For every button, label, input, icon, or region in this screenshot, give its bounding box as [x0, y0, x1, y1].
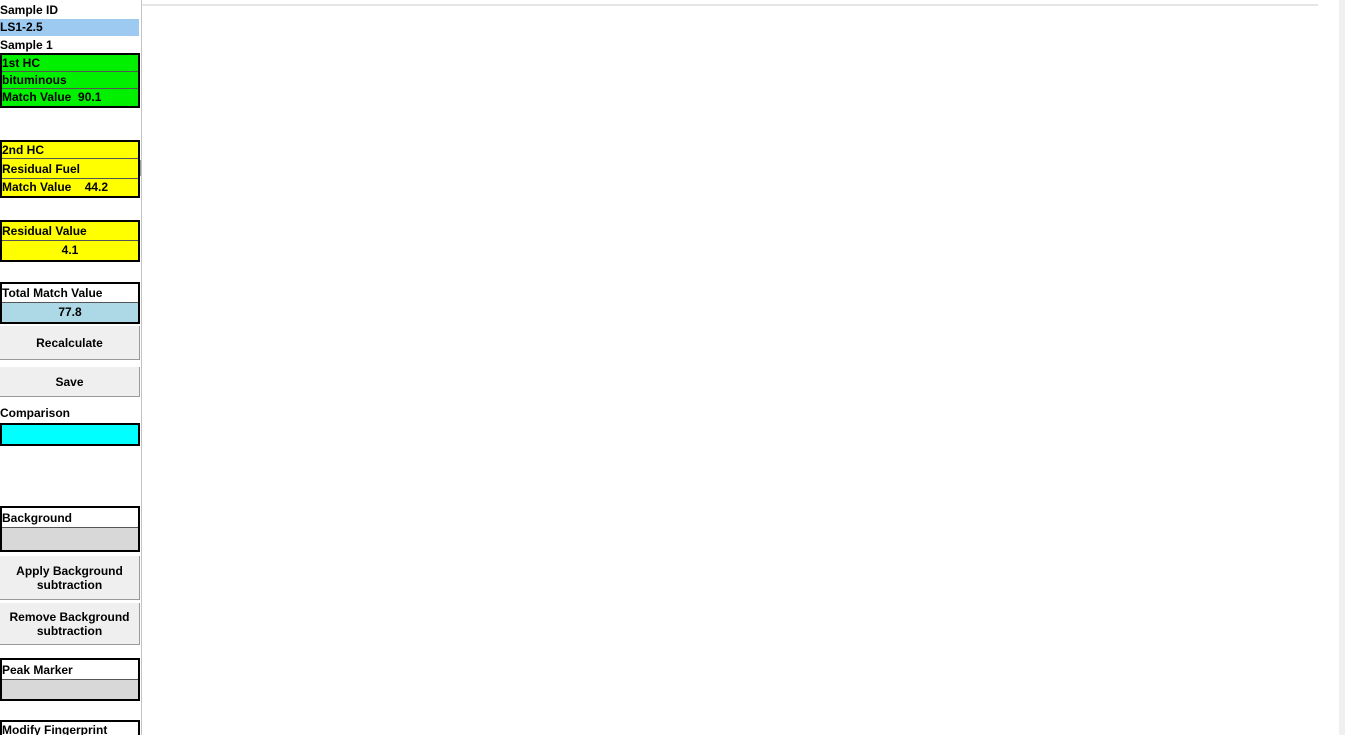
label: Sample 1 [0, 38, 53, 52]
label: Comparison [0, 406, 71, 420]
apply-background-button[interactable]: Apply Background subtraction [0, 556, 140, 600]
chart [141, 0, 1345, 735]
button-label: Recalculate [36, 335, 103, 350]
button-label: Modify Fingerprint [2, 723, 108, 735]
side-panel: Sample ID LS1-2.5 Sample 1 1st HC bitumi… [0, 0, 141, 735]
remove-background-button[interactable]: Remove Background subtraction [0, 603, 140, 645]
hc2-box: 2nd HC Residual Fuel Match Value 44.2 [0, 140, 140, 198]
hc1-box: 1st HC bituminous Match Value 90.1 [0, 53, 140, 108]
hc2-label: 2nd HC [2, 142, 138, 159]
hc2-fuel[interactable]: Residual Fuel [2, 159, 138, 179]
button-label: subtraction [36, 623, 103, 638]
comparison-input[interactable] [0, 423, 140, 446]
save-button[interactable]: Save [0, 367, 140, 397]
hc1-label: 1st HC [2, 55, 138, 72]
button-label: Apply Background [16, 563, 123, 578]
button-label: Remove Background [9, 609, 130, 624]
button-label: Save [55, 374, 84, 389]
residual-value: 4.1 [61, 243, 79, 257]
peak-marker-box: Peak Marker [0, 658, 140, 701]
chart-background [141, 0, 1345, 735]
recalculate-button[interactable]: Recalculate [0, 326, 140, 360]
residual-box: Residual Value 4.1 [0, 220, 140, 262]
label: Sample ID [0, 3, 59, 17]
button-label: subtraction [36, 577, 103, 592]
peak-marker-label: Peak Marker [2, 660, 138, 680]
scrollbar[interactable] [1339, 0, 1345, 735]
sample-id[interactable]: LS1-2.5 [0, 19, 139, 36]
residual-label: Residual Value [2, 222, 138, 241]
hc1-match: Match Value 90.1 [2, 90, 102, 104]
hc2-match: Match Value 44.2 [2, 180, 109, 194]
modify-fingerprint-button[interactable]: Modify Fingerprint [0, 720, 140, 735]
total-label: Total Match Value [2, 284, 138, 303]
total-value: 77.8 [2, 303, 138, 322]
hc1-fuel: bituminous [2, 72, 138, 89]
background-box: Background [0, 506, 140, 552]
total-box: Total Match Value 77.8 [0, 282, 140, 324]
background-label: Background [2, 508, 138, 528]
